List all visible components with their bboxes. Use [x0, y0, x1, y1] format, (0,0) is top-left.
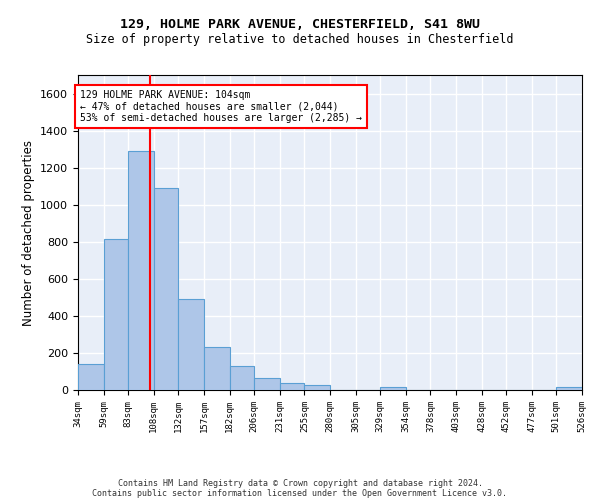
Bar [128, 151, 154, 390]
Bar [204, 347, 230, 390]
Text: Contains public sector information licensed under the Open Government Licence v3: Contains public sector information licen… [92, 488, 508, 498]
Bar [304, 385, 330, 390]
Bar [380, 388, 406, 390]
Text: 129, HOLME PARK AVENUE, CHESTERFIELD, S41 8WU: 129, HOLME PARK AVENUE, CHESTERFIELD, S4… [120, 18, 480, 30]
Bar [556, 388, 582, 390]
Text: Contains HM Land Registry data © Crown copyright and database right 2024.: Contains HM Land Registry data © Crown c… [118, 478, 482, 488]
Bar [78, 364, 104, 390]
Bar [178, 299, 204, 390]
Text: Size of property relative to detached houses in Chesterfield: Size of property relative to detached ho… [86, 32, 514, 46]
Y-axis label: Number of detached properties: Number of detached properties [22, 140, 35, 326]
Bar [230, 366, 254, 390]
Bar [154, 188, 178, 390]
Bar [280, 383, 304, 390]
Bar [254, 378, 280, 390]
Text: 129 HOLME PARK AVENUE: 104sqm
← 47% of detached houses are smaller (2,044)
53% o: 129 HOLME PARK AVENUE: 104sqm ← 47% of d… [80, 90, 362, 123]
Bar [104, 239, 128, 390]
